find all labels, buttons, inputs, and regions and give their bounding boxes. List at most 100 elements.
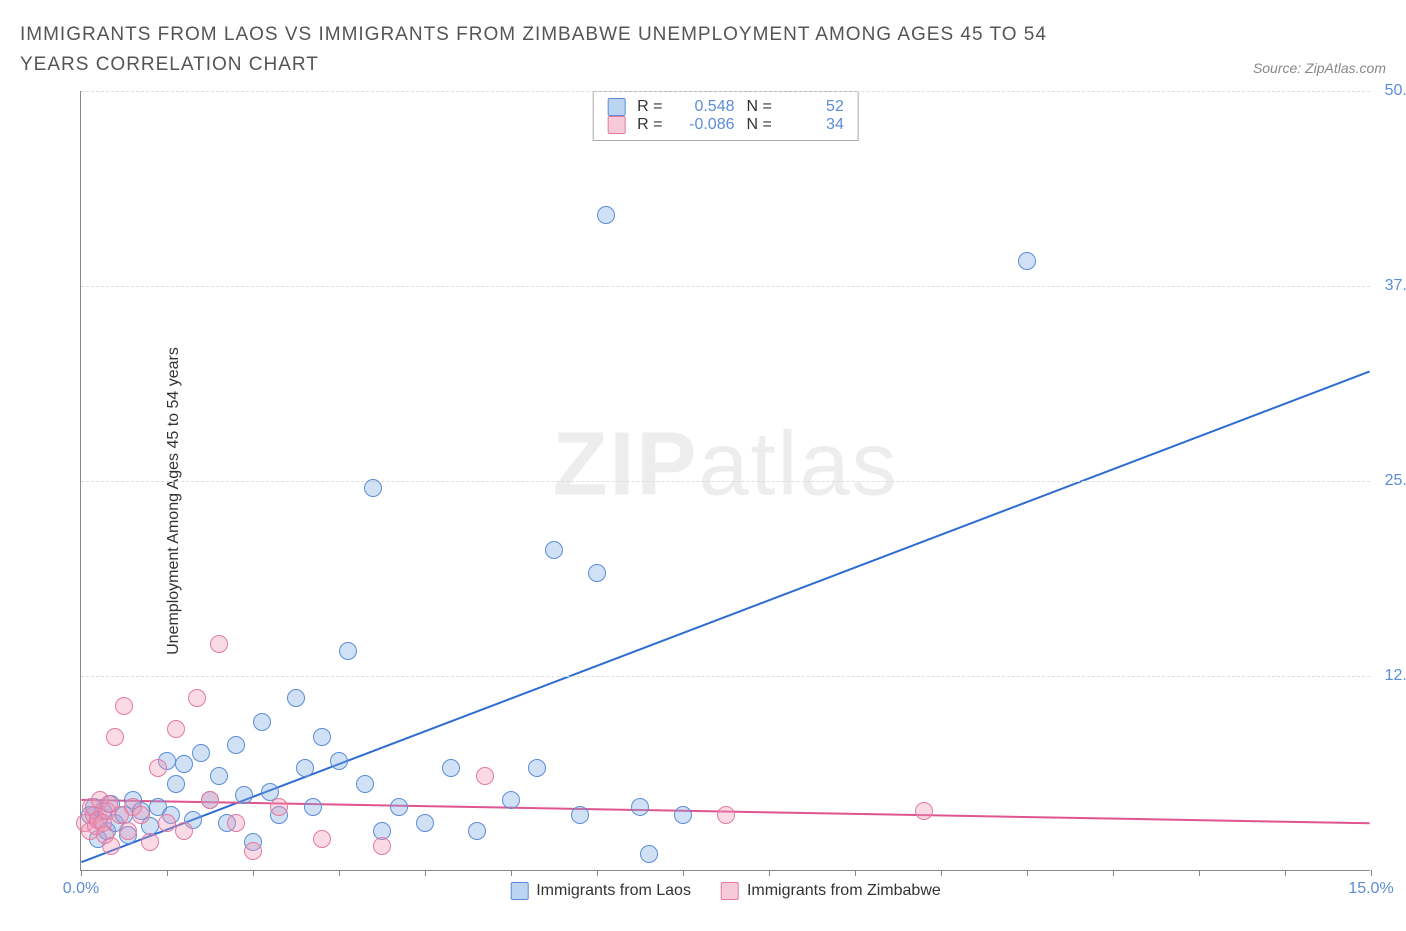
swatch-pink — [607, 116, 625, 134]
data-point — [158, 814, 176, 832]
data-point — [167, 720, 185, 738]
legend-label-blue: Immigrants from Laos — [536, 882, 691, 900]
data-point — [287, 689, 305, 707]
data-point — [330, 752, 348, 770]
y-tick-label: 12.5% — [1385, 667, 1406, 685]
data-point — [132, 806, 150, 824]
data-point — [227, 736, 245, 754]
data-point — [167, 775, 185, 793]
data-point — [545, 541, 563, 559]
x-tick-label: 0.0% — [63, 880, 99, 898]
correlation-legend: R = 0.548 N = 52 R = -0.086 N = 34 — [592, 91, 859, 141]
watermark-light: atlas — [698, 414, 898, 514]
y-tick-label: 37.5% — [1385, 277, 1406, 295]
x-tick — [1285, 870, 1286, 876]
data-point — [631, 798, 649, 816]
x-tick — [855, 870, 856, 876]
legend-item-blue: Immigrants from Laos — [510, 882, 691, 900]
x-tick — [1027, 870, 1028, 876]
source-attribution: Source: ZipAtlas.com — [1253, 20, 1386, 76]
chart-title: IMMIGRANTS FROM LAOS VS IMMIGRANTS FROM … — [20, 20, 1120, 81]
data-point — [253, 713, 271, 731]
data-point — [717, 806, 735, 824]
r-value-pink: -0.086 — [675, 116, 735, 134]
data-point — [313, 830, 331, 848]
data-point — [356, 775, 374, 793]
data-point — [119, 822, 137, 840]
data-point — [115, 697, 133, 715]
data-point — [296, 759, 314, 777]
legend-label-pink: Immigrants from Zimbabwe — [747, 882, 941, 900]
data-point — [304, 798, 322, 816]
scatter-chart: Unemployment Among Ages 45 to 54 years Z… — [20, 91, 1386, 911]
watermark-bold: ZIP — [552, 414, 698, 514]
n-label: N = — [747, 98, 772, 116]
data-point — [1018, 252, 1036, 270]
data-point — [188, 689, 206, 707]
x-tick — [425, 870, 426, 876]
data-point — [270, 798, 288, 816]
swatch-blue — [510, 882, 528, 900]
x-tick — [253, 870, 254, 876]
r-value-blue: 0.548 — [675, 98, 735, 116]
n-label: N = — [747, 116, 772, 134]
x-tick — [511, 870, 512, 876]
x-tick — [769, 870, 770, 876]
data-point — [149, 759, 167, 777]
data-point — [106, 728, 124, 746]
watermark: ZIPatlas — [552, 413, 898, 516]
x-tick — [339, 870, 340, 876]
n-value-blue: 52 — [784, 98, 844, 116]
gridline — [81, 676, 1370, 677]
x-tick — [167, 870, 168, 876]
legend-item-pink: Immigrants from Zimbabwe — [721, 882, 941, 900]
data-point — [390, 798, 408, 816]
data-point — [915, 802, 933, 820]
data-point — [313, 728, 331, 746]
data-point — [468, 822, 486, 840]
data-point — [528, 759, 546, 777]
gridline — [81, 286, 1370, 287]
data-point — [476, 767, 494, 785]
x-tick — [1371, 870, 1372, 876]
x-tick — [941, 870, 942, 876]
r-label: R = — [637, 116, 662, 134]
data-point — [175, 755, 193, 773]
data-point — [192, 744, 210, 762]
x-tick — [81, 870, 82, 876]
gridline — [81, 91, 1370, 92]
data-point — [588, 564, 606, 582]
data-point — [210, 635, 228, 653]
data-point — [175, 822, 193, 840]
x-tick — [1199, 870, 1200, 876]
data-point — [339, 642, 357, 660]
data-point — [674, 806, 692, 824]
data-point — [364, 479, 382, 497]
data-point — [141, 833, 159, 851]
series-legend: Immigrants from Laos Immigrants from Zim… — [510, 882, 941, 900]
x-tick — [683, 870, 684, 876]
data-point — [210, 767, 228, 785]
swatch-pink — [721, 882, 739, 900]
data-point — [102, 837, 120, 855]
data-point — [416, 814, 434, 832]
data-point — [640, 845, 658, 863]
y-tick-label: 50.0% — [1385, 82, 1406, 100]
data-point — [502, 791, 520, 809]
swatch-blue — [607, 98, 625, 116]
data-point — [597, 206, 615, 224]
data-point — [235, 786, 253, 804]
y-tick-label: 25.0% — [1385, 472, 1406, 490]
gridline — [81, 481, 1370, 482]
plot-area: ZIPatlas R = 0.548 N = 52 R = -0.086 N =… — [80, 91, 1370, 871]
data-point — [571, 806, 589, 824]
data-point — [201, 791, 219, 809]
legend-row-blue: R = 0.548 N = 52 — [607, 98, 844, 116]
n-value-pink: 34 — [784, 116, 844, 134]
data-point — [227, 814, 245, 832]
x-tick — [597, 870, 598, 876]
data-point — [442, 759, 460, 777]
x-tick — [1113, 870, 1114, 876]
data-point — [373, 837, 391, 855]
legend-row-pink: R = -0.086 N = 34 — [607, 116, 844, 134]
